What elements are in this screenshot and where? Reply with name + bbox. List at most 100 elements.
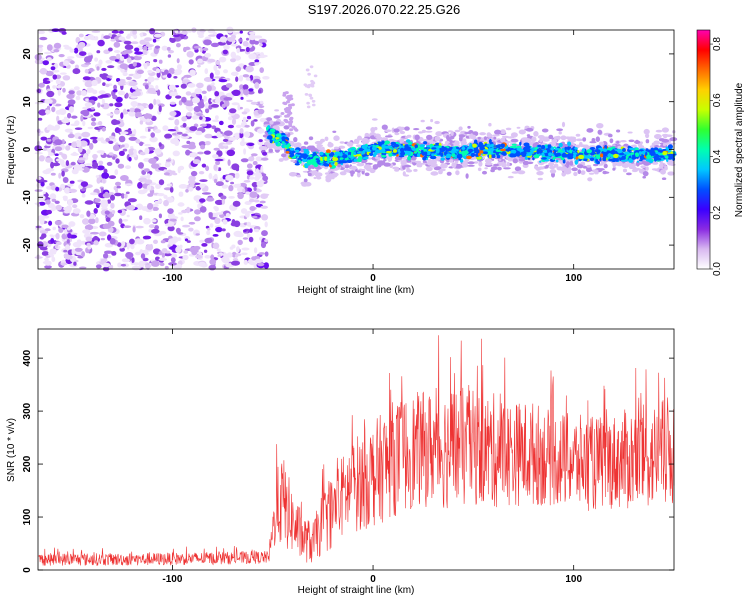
signal-core <box>611 146 616 149</box>
noise-speck <box>61 139 65 145</box>
noise-speck <box>172 132 177 136</box>
noise-speck <box>67 99 76 105</box>
noise-speck <box>147 193 154 197</box>
signal-core <box>397 149 401 153</box>
signal-core <box>610 150 615 154</box>
noise-speck <box>169 91 178 97</box>
noise-speck <box>195 130 203 136</box>
noise-speck <box>206 230 211 236</box>
noise-speck <box>148 158 157 164</box>
signal-core <box>554 147 560 151</box>
signal-halo <box>420 119 425 123</box>
noise-speck <box>131 85 139 90</box>
noise-speck <box>89 142 94 150</box>
noise-speck <box>125 35 131 39</box>
noise-speck <box>119 247 125 252</box>
signal-halo <box>560 135 567 141</box>
noise-speck <box>72 204 78 209</box>
signal-core <box>638 151 642 155</box>
noise-speck <box>153 59 158 63</box>
noise-speck <box>213 147 220 151</box>
noise-speck <box>240 208 248 214</box>
signal-core <box>602 148 608 152</box>
noise-speck <box>242 84 249 90</box>
signal-halo <box>454 159 459 165</box>
noise-speck <box>95 217 99 224</box>
signal-core <box>430 155 437 160</box>
noise-speck <box>91 79 98 87</box>
signal-core <box>374 143 377 146</box>
signal-halo <box>424 130 433 133</box>
noise-speck <box>116 53 121 59</box>
signal-core <box>548 144 552 149</box>
noise-speck <box>261 230 268 237</box>
noise-speck <box>175 95 182 99</box>
noise-speck <box>81 193 86 198</box>
noise-speck <box>213 206 218 210</box>
noise-speck <box>63 60 70 67</box>
noise-speck <box>77 145 83 153</box>
noise-speck <box>209 258 217 266</box>
signal-halo <box>597 129 603 135</box>
signal-core <box>617 149 623 153</box>
noise-speck <box>109 103 114 107</box>
signal-halo <box>535 167 541 171</box>
signal-spike <box>305 68 310 72</box>
noise-speck <box>189 126 198 132</box>
signal-core <box>366 149 372 152</box>
signal-core <box>384 140 391 145</box>
signal-core <box>350 148 356 151</box>
noise-speck <box>177 202 185 207</box>
signal-spike <box>310 84 315 88</box>
signal-core <box>501 143 505 149</box>
signal-halo <box>654 134 662 139</box>
signal-halo <box>643 128 650 135</box>
signal-core <box>451 148 458 152</box>
noise-speck <box>36 176 42 180</box>
noise-speck <box>174 69 183 74</box>
noise-speck <box>132 226 136 233</box>
noise-speck <box>64 228 68 235</box>
noise-speck <box>111 210 116 214</box>
signal-core <box>361 154 367 157</box>
signal-halo <box>372 164 379 170</box>
signal-halo <box>494 129 502 135</box>
noise-speck <box>231 219 236 226</box>
signal-halo <box>551 139 558 143</box>
signal-core <box>375 149 380 154</box>
signal-core <box>269 138 273 144</box>
noise-speck <box>121 111 129 115</box>
noise-speck <box>105 137 110 143</box>
noise-speck <box>130 41 139 45</box>
noise-speck <box>257 128 265 134</box>
noise-speck <box>102 223 112 229</box>
noise-speck <box>104 250 113 254</box>
noise-speck <box>181 144 191 149</box>
signal-core <box>667 144 674 149</box>
noise-speck <box>70 161 76 166</box>
noise-speck <box>86 242 91 247</box>
noise-speck <box>48 152 54 156</box>
signal-halo <box>364 172 370 177</box>
noise-speck <box>46 128 53 131</box>
signal-core <box>404 150 409 155</box>
noise-speck <box>100 258 108 262</box>
noise-speck <box>199 116 203 120</box>
signal-core <box>623 151 630 155</box>
noise-speck <box>55 78 61 85</box>
signal-halo <box>580 170 586 176</box>
noise-speck <box>228 196 235 199</box>
noise-speck <box>254 59 260 63</box>
noise-speck <box>163 194 168 199</box>
noise-speck <box>217 254 222 257</box>
noise-speck <box>251 181 259 188</box>
signal-halo <box>334 146 339 150</box>
noise-speck <box>142 257 149 262</box>
signal-halo <box>404 136 409 139</box>
noise-speck <box>105 60 113 64</box>
signal-halo <box>425 126 433 130</box>
noise-speck <box>144 168 150 173</box>
signal-core <box>657 152 661 155</box>
